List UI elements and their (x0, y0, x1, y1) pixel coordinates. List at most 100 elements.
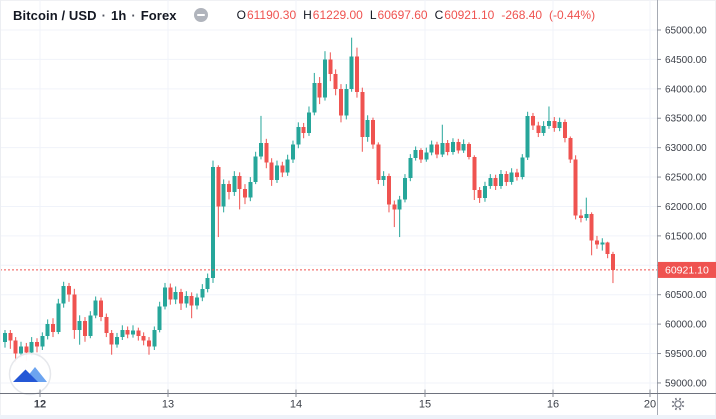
candle[interactable] (445, 140, 450, 156)
candle[interactable] (536, 121, 541, 138)
candle[interactable] (386, 173, 391, 213)
candle[interactable] (50, 318, 55, 338)
candle[interactable] (258, 115, 263, 160)
candle[interactable] (77, 315, 82, 345)
candle[interactable] (56, 298, 61, 335)
chart-legend[interactable]: Bitcoin / USD · 1h · Forex O 61190.30 H 61… (13, 6, 595, 24)
candle[interactable] (360, 87, 365, 152)
candle[interactable] (173, 286, 178, 305)
candle[interactable] (568, 136, 573, 163)
candle[interactable] (424, 147, 429, 162)
candle[interactable] (3, 330, 7, 348)
candle[interactable] (125, 326, 130, 339)
candle[interactable] (248, 177, 253, 202)
candle[interactable] (290, 140, 295, 163)
candle[interactable] (264, 138, 269, 169)
candle[interactable] (429, 140, 434, 156)
candle[interactable] (29, 337, 34, 356)
candle[interactable] (482, 181, 487, 202)
candle[interactable] (477, 187, 482, 203)
candle[interactable] (413, 146, 418, 161)
candle[interactable] (168, 283, 173, 305)
candle[interactable] (610, 251, 615, 284)
candle[interactable] (104, 313, 109, 338)
candle[interactable] (408, 154, 413, 182)
candle[interactable] (376, 142, 381, 185)
candle[interactable] (13, 337, 18, 363)
candle[interactable] (392, 200, 397, 228)
candle[interactable] (594, 235, 599, 249)
candle[interactable] (66, 282, 71, 302)
candle[interactable] (88, 311, 93, 339)
candle[interactable] (109, 330, 114, 355)
candle[interactable] (72, 288, 77, 339)
candle[interactable] (456, 138, 461, 154)
candle[interactable] (120, 325, 125, 340)
price-axis[interactable]: 65000.00 64500.00 64000.00 63500.00 63000.00… (657, 26, 707, 390)
candle[interactable] (93, 296, 98, 319)
candle[interactable] (82, 317, 87, 342)
candle[interactable] (600, 238, 605, 251)
candle[interactable] (216, 165, 221, 238)
candle[interactable] (466, 142, 471, 160)
candle[interactable] (370, 117, 375, 149)
candle[interactable] (40, 332, 45, 350)
candle[interactable] (584, 197, 589, 221)
candle[interactable] (306, 106, 311, 136)
candle[interactable] (130, 325, 135, 338)
candle[interactable] (525, 111, 530, 160)
candle[interactable] (189, 292, 194, 319)
candle[interactable] (221, 179, 226, 213)
candle[interactable] (237, 172, 242, 210)
candle[interactable] (162, 282, 167, 310)
candle[interactable] (450, 138, 455, 155)
candle[interactable] (349, 37, 354, 92)
candle[interactable] (178, 288, 183, 310)
candle[interactable] (152, 326, 157, 350)
candle[interactable] (440, 124, 445, 158)
candle[interactable] (61, 281, 66, 308)
time-axis[interactable]: 12 13 14 15 16 20 (34, 389, 656, 411)
candle[interactable] (242, 184, 247, 205)
candle[interactable] (200, 284, 205, 302)
candle[interactable] (381, 171, 386, 186)
candle[interactable] (589, 212, 594, 256)
candle[interactable] (605, 241, 610, 259)
candle[interactable] (557, 117, 562, 132)
candle[interactable] (184, 291, 189, 308)
candle[interactable] (493, 174, 498, 190)
candle[interactable] (354, 47, 359, 98)
candle[interactable] (402, 174, 407, 203)
candle[interactable] (418, 148, 423, 163)
candle[interactable] (573, 155, 578, 220)
candle[interactable] (157, 301, 162, 333)
candle[interactable] (274, 160, 279, 183)
candle[interactable] (226, 180, 231, 200)
candle[interactable] (98, 297, 103, 322)
candle[interactable] (136, 327, 141, 341)
candle[interactable] (312, 72, 317, 116)
candle[interactable] (472, 155, 477, 200)
candle[interactable] (280, 161, 285, 178)
candle[interactable] (504, 171, 509, 186)
candle[interactable] (344, 84, 349, 120)
interval-label[interactable]: 1h (110, 7, 127, 23)
candle[interactable] (552, 117, 557, 132)
candle[interactable] (328, 52, 333, 82)
candle[interactable] (397, 195, 402, 238)
candle[interactable] (488, 174, 493, 189)
candle[interactable] (333, 69, 338, 96)
candle[interactable] (509, 168, 514, 185)
candle[interactable] (322, 51, 327, 101)
candle[interactable] (205, 273, 210, 293)
candle[interactable] (514, 168, 519, 181)
candle[interactable] (498, 170, 503, 189)
settings-gear-icon[interactable] (671, 397, 685, 411)
candle[interactable] (365, 115, 370, 142)
candle[interactable] (530, 112, 535, 130)
candle[interactable] (578, 209, 583, 223)
candle[interactable] (541, 121, 546, 136)
candle[interactable] (317, 77, 322, 105)
candle[interactable] (232, 171, 237, 196)
candle[interactable] (338, 84, 343, 123)
